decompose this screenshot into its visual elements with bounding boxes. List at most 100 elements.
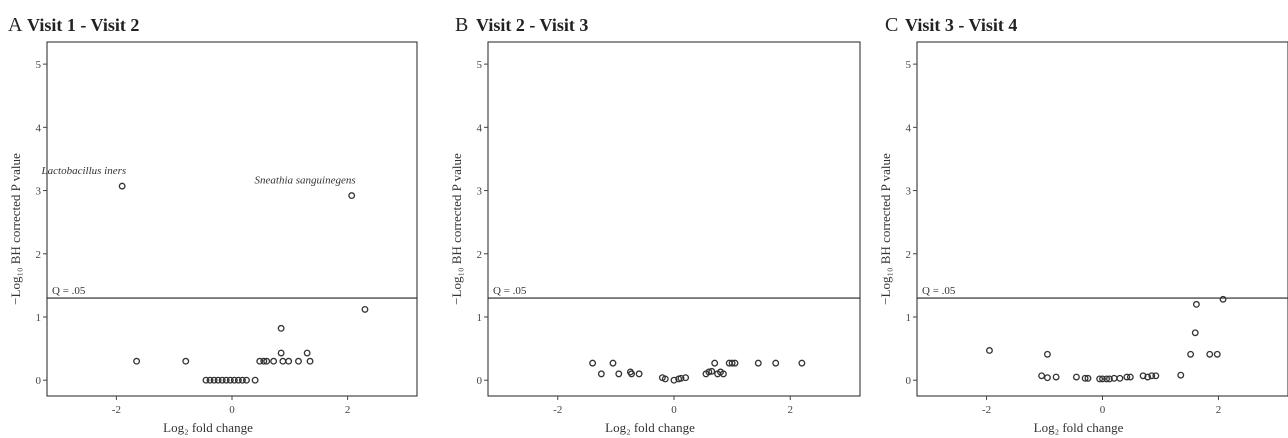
data-point [670,376,678,384]
data-point [285,357,293,365]
data-point [628,370,636,378]
data-point [1052,373,1060,381]
data-point [133,357,141,365]
data-point [214,376,222,384]
panel-title: Visit 3 - Visit 4 [905,15,1017,35]
y-tick-label: 1 [906,312,912,324]
data-point [263,357,271,365]
x-tick-label: -2 [982,404,991,416]
y-tick-label: 3 [36,186,42,198]
y-tick-label: 5 [477,59,483,71]
x-tick-label: 2 [345,404,351,416]
y-tick-label: 5 [906,59,912,71]
y-tick-label: 1 [36,312,42,324]
data-point [303,349,311,357]
data-point [1148,372,1156,380]
y-tick-label: 0 [906,375,912,387]
data-point [677,374,685,382]
data-point [1126,373,1134,381]
data-point [1072,373,1080,381]
panel-title: Visit 2 - Visit 3 [476,15,588,35]
data-point [306,357,314,365]
data-point [210,376,218,384]
data-point [243,376,250,384]
y-tick-label: 4 [36,122,42,134]
data-point [260,357,268,365]
data-point [230,376,238,384]
data-point [1099,375,1106,383]
plot-frame [46,41,418,397]
data-point [1106,375,1113,383]
data-point [238,376,246,384]
data-point [1096,375,1104,383]
x-tick-label: 0 [671,404,677,416]
data-point [609,359,617,367]
x-tick-label: 2 [788,404,794,416]
x-tick-label: 0 [229,404,235,416]
data-point [1219,295,1227,303]
data-point [1206,350,1214,358]
data-point [1187,350,1195,358]
data-point [202,376,210,384]
data-point [182,357,190,365]
data-point [118,182,126,190]
data-point [754,359,762,367]
data-point [728,359,736,367]
panel-label: A [8,14,23,36]
data-point [615,370,623,378]
data-point [705,368,713,376]
data-point [277,349,285,357]
data-point [1123,373,1131,381]
x-tick-label: -2 [553,404,562,416]
x-axis-label: Log₂ fold change [1034,420,1124,435]
y-tick-label: 4 [477,122,483,134]
data-point [348,192,356,200]
x-tick-label: -2 [112,404,121,416]
data-point [1213,350,1221,358]
y-tick-label: 1 [477,312,483,324]
data-point [708,367,716,375]
data-point [798,359,806,367]
y-axis-label: −Log₁₀ BH corrected P value [878,153,893,305]
plot-frame [487,41,861,397]
panel-label: C [885,14,898,36]
data-point [731,359,739,367]
threshold-label: Q = .05 [922,285,956,297]
data-point [1144,373,1152,381]
data-point [711,359,719,367]
data-point [986,347,993,354]
y-axis-label: −Log₁₀ BH corrected P value [449,153,464,305]
data-point [279,357,287,365]
y-tick-label: 0 [477,375,483,387]
data-point [1084,374,1092,382]
panel-b: B Visit 2 - Visit 3 Q = .05 0 1 2 3 4 5 -2 0 2 Log₂ … [449,14,861,435]
data-point [661,375,669,383]
data-point [719,370,727,378]
plot-frame [916,41,1288,397]
data-point [295,357,302,365]
x-axis-label: Log₂ fold change [605,420,695,435]
point-annotation: Lactobacillus iners [41,165,127,177]
y-tick-label: 0 [36,375,42,387]
data-point [1038,372,1046,380]
data-point [635,370,643,378]
data-point [1191,329,1199,337]
data-point [682,374,690,382]
data-point [361,305,369,313]
panel-label: B [455,14,468,36]
y-tick-label: 2 [36,249,42,261]
data-point [597,370,605,378]
data-point [206,376,214,384]
data-point [1043,374,1051,382]
y-tick-label: 4 [906,122,912,134]
data-point [1177,371,1185,379]
panel-title: Visit 1 - Visit 2 [27,15,139,35]
y-axis-label: −Log₁₀ BH corrected P value [8,153,23,305]
data-point [218,376,226,384]
y-tick-label: 3 [906,186,912,198]
point-annotation: Sneathia sanguinegens [255,175,356,187]
data-point [256,357,264,365]
y-tick-label: 2 [906,249,912,261]
data-point [226,376,234,384]
